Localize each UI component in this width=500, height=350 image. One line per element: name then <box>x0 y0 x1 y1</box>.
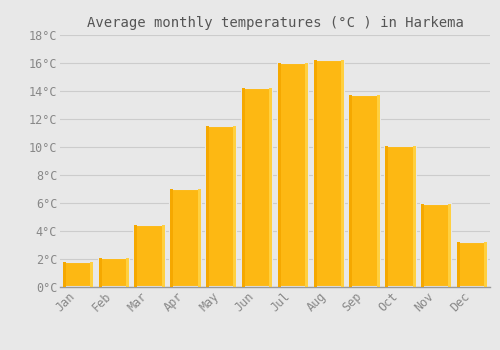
Bar <box>377 95 380 287</box>
Bar <box>484 242 488 287</box>
Bar <box>170 189 173 287</box>
Bar <box>170 189 200 287</box>
Bar <box>350 95 352 287</box>
Bar <box>206 126 209 287</box>
Bar <box>206 126 236 287</box>
Title: Average monthly temperatures (°C ) in Harkema: Average monthly temperatures (°C ) in Ha… <box>86 16 464 30</box>
Bar <box>62 262 66 287</box>
Bar <box>314 60 316 287</box>
Bar <box>421 204 452 287</box>
Bar <box>305 63 308 287</box>
Bar <box>448 204 452 287</box>
Bar <box>314 60 344 287</box>
Bar <box>126 258 129 287</box>
Bar <box>341 60 344 287</box>
Bar <box>134 225 165 287</box>
Bar <box>412 146 416 287</box>
Bar <box>198 189 200 287</box>
Bar <box>278 63 280 287</box>
Bar <box>385 146 416 287</box>
Bar <box>242 88 245 287</box>
Bar <box>421 204 424 287</box>
Bar <box>350 95 380 287</box>
Bar <box>98 258 129 287</box>
Bar <box>162 225 165 287</box>
Bar <box>278 63 308 287</box>
Bar <box>90 262 93 287</box>
Bar <box>270 88 272 287</box>
Bar <box>62 262 93 287</box>
Bar <box>385 146 388 287</box>
Bar <box>242 88 272 287</box>
Bar <box>234 126 236 287</box>
Bar <box>98 258 102 287</box>
Bar <box>457 242 488 287</box>
Bar <box>457 242 460 287</box>
Bar <box>134 225 138 287</box>
